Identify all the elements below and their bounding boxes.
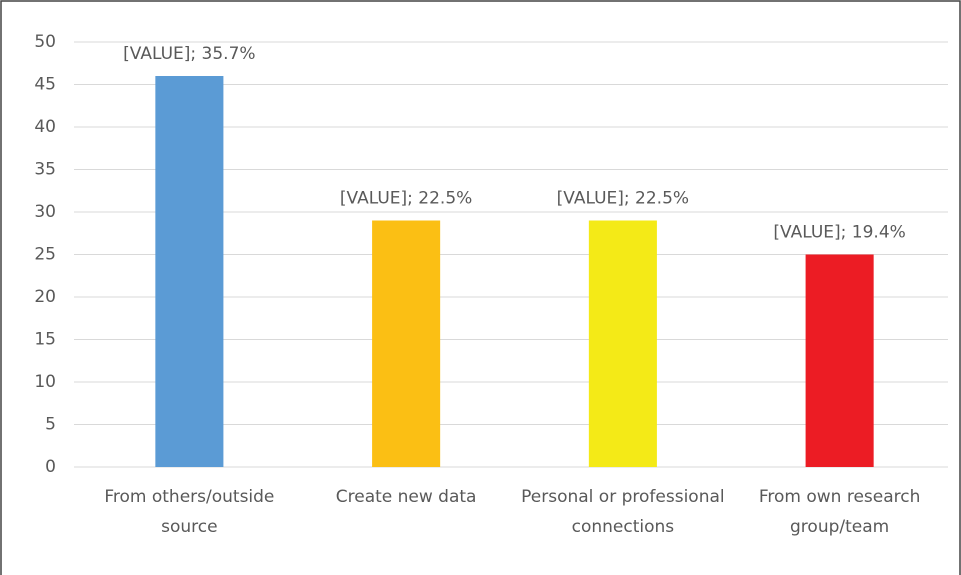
data-label: [VALUE]; 35.7%	[123, 44, 255, 64]
y-tick-label: 10	[34, 372, 56, 392]
y-tick-label: 15	[34, 330, 56, 350]
bar	[805, 254, 874, 467]
x-tick-label: From own research group/team	[758, 487, 921, 537]
bar	[372, 220, 441, 467]
y-tick-label: 25	[34, 245, 56, 265]
y-tick-label: 35	[34, 160, 56, 180]
x-tick-label: From others/outside source	[104, 487, 275, 537]
x-tick-label: Personal or professional connections	[521, 487, 725, 537]
x-tick-label: Create new data	[335, 487, 477, 507]
y-tick-label: 40	[34, 117, 56, 137]
y-tick-label: 30	[34, 202, 56, 222]
data-label: [VALUE]; 19.4%	[773, 223, 905, 243]
y-tick-label: 45	[34, 75, 56, 95]
y-tick-label: 0	[45, 457, 56, 477]
data-label: [VALUE]; 22.5%	[340, 189, 472, 209]
y-tick-label: 20	[34, 287, 56, 307]
bar	[155, 76, 224, 467]
y-tick-label: 50	[34, 32, 56, 52]
data-label: [VALUE]; 22.5%	[557, 189, 689, 209]
y-tick-label: 5	[45, 415, 56, 435]
bar	[588, 220, 657, 467]
